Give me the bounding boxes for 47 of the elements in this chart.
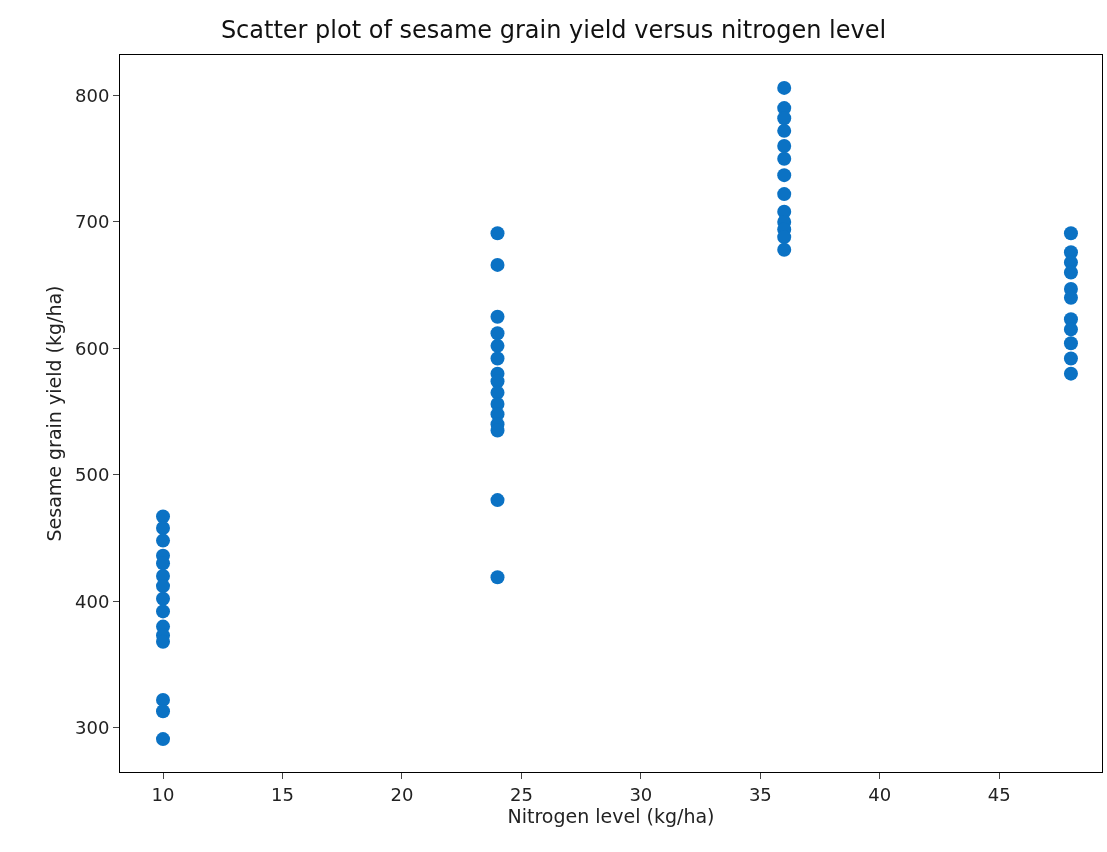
chart-title: Scatter plot of sesame grain yield versus nitrogen level (220, 16, 887, 45)
x-tick-label: 15 (271, 783, 294, 805)
point (490, 326, 505, 341)
point (490, 351, 505, 366)
point (490, 309, 505, 324)
point (156, 604, 171, 619)
point (777, 123, 792, 138)
y-tick-label: 500 (75, 464, 110, 486)
x-axis-title: Nitrogen level (kg/ha) (507, 804, 715, 827)
y-axis-title: Sesame grain yield (kg/ha) (42, 285, 65, 542)
x-tick-label: 35 (748, 783, 772, 805)
point (777, 111, 792, 126)
y-tick-label: 400 (75, 590, 110, 612)
point (1063, 226, 1078, 241)
x-tick-label: 25 (509, 783, 533, 805)
y-tick-label: 300 (75, 717, 110, 739)
point (777, 139, 792, 154)
y-tick-label: 600 (75, 337, 110, 359)
point (490, 226, 505, 241)
point (1063, 265, 1078, 280)
point (777, 151, 792, 166)
point (777, 187, 792, 202)
point (156, 591, 171, 606)
x-tick-label: 10 (151, 783, 175, 805)
point (156, 579, 171, 594)
y-tick-label: 700 (75, 211, 110, 233)
point (1063, 366, 1078, 381)
point (777, 168, 792, 183)
point (156, 704, 171, 719)
point (777, 242, 792, 257)
point (490, 570, 505, 585)
y-tick-label: 800 (75, 84, 110, 106)
point (156, 533, 171, 548)
x-tick-label: 30 (629, 783, 653, 805)
x-tick-label: 40 (868, 783, 892, 805)
point (490, 338, 505, 353)
point (777, 80, 792, 95)
point (1063, 336, 1078, 351)
point (1063, 322, 1078, 337)
point (490, 257, 505, 272)
point (156, 732, 171, 747)
x-tick-label: 20 (390, 783, 414, 805)
point (156, 692, 171, 707)
point (1063, 351, 1078, 366)
point (156, 520, 171, 535)
x-tick-label: 45 (987, 783, 1011, 805)
point (490, 493, 505, 508)
